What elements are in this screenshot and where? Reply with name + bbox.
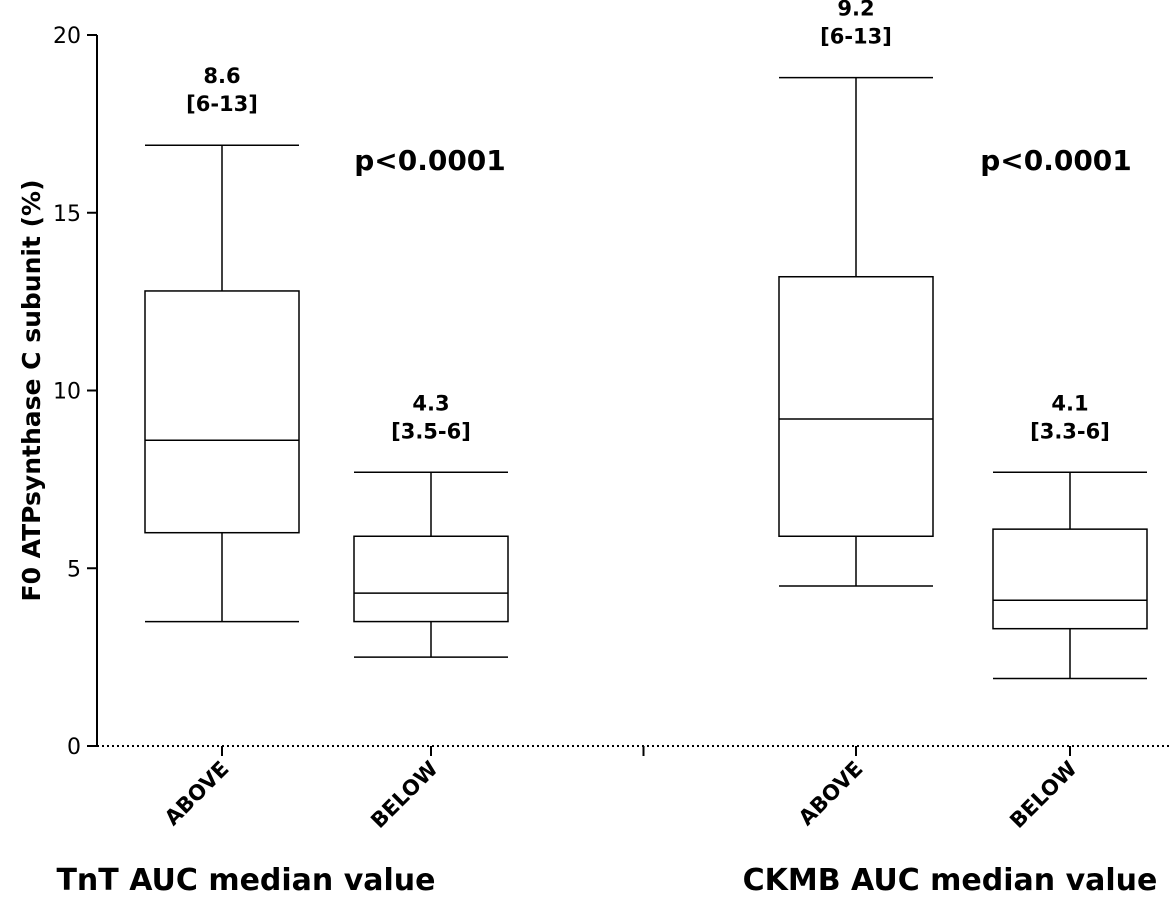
box-ckmb-above (778, 76, 934, 587)
iqr-annotation: [3.5-6] (391, 419, 471, 443)
p-value-label: p<0.0001 (980, 144, 1132, 177)
median-annotation: 9.2 (837, 0, 874, 21)
iqr-annotation: [6-13] (820, 25, 892, 49)
y-tick-label: 15 (53, 202, 81, 227)
y-tick-label: 10 (53, 380, 81, 405)
x-category-label: BELOW (1005, 757, 1081, 833)
iqr-box (144, 290, 300, 534)
median-annotation: 8.6 (203, 64, 240, 88)
x-category-label: ABOVE (160, 757, 234, 831)
iqr-box (992, 528, 1148, 630)
iqr-annotation: [3.3-6] (1030, 419, 1110, 443)
boxes (144, 76, 1148, 680)
median-annotation: 4.1 (1051, 391, 1088, 415)
y-tick-label: 5 (67, 557, 81, 582)
iqr-annotation: [6-13] (186, 92, 258, 116)
iqr-box (353, 535, 509, 623)
iqr-box (778, 275, 934, 538)
box-tnt-below (353, 471, 509, 658)
box-tnt-above (144, 144, 300, 623)
x-category-label: BELOW (366, 757, 442, 833)
y-tick-label: 0 (67, 735, 81, 760)
box-ckmb-below (992, 471, 1148, 680)
median-annotation: 4.3 (412, 391, 449, 415)
axes: 0 5 10 15 20 (53, 24, 1172, 760)
y-tick-label: 20 (53, 24, 81, 49)
group-label: TnT AUC median value (56, 863, 435, 898)
x-category-label: ABOVE (794, 757, 868, 831)
group-label: CKMB AUC median value (743, 863, 1158, 898)
p-value-label: p<0.0001 (354, 144, 506, 177)
y-axis-label: F0 ATPsynthase C subunit (%) (17, 180, 46, 602)
